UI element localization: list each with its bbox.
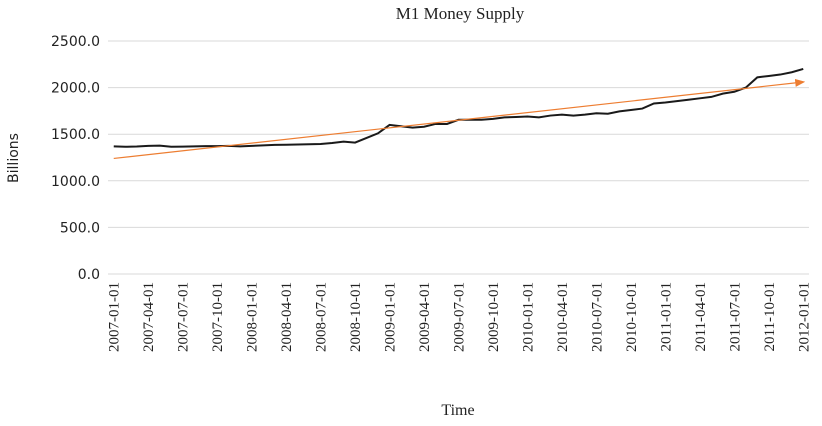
y-tick-label: 2000.0 [51,81,100,97]
x-tick-label: 2008-07-01 [314,282,330,352]
x-tick-label: 2008-04-01 [279,282,295,352]
y-tick-label: 0.0 [78,267,100,283]
data-line [113,67,804,148]
x-tick-label: 2010-04-01 [555,282,571,352]
x-tick-label: 2009-10-01 [486,282,502,352]
y-tick-label: 2500.0 [51,34,100,50]
y-axis-label: Billions [6,133,22,183]
x-tick-label: 2011-04-01 [693,282,709,351]
x-tick-label: 2012-01-01 [796,282,812,352]
x-tick-label: 2010-10-01 [624,282,640,352]
x-tick-label: 2007-04-01 [141,282,157,352]
x-axis-label: Time [441,402,474,419]
trend-arrow [113,78,806,160]
x-tick-label: 2011-01-01 [658,282,674,351]
chart-title: M1 Money Supply [396,4,525,23]
x-tick-label: 2010-01-01 [520,282,536,352]
y-tick-label: 500.0 [60,220,100,236]
x-tick-label: 2007-07-01 [176,282,192,352]
x-tick-label: 2007-10-01 [210,282,226,352]
x-tick-label: 2008-01-01 [245,282,261,352]
x-tick-label: 2008-10-01 [348,282,364,352]
x-tick-label: 2009-01-01 [383,282,399,352]
x-tick-label: 2007-01-01 [107,282,123,352]
y-tick-label: 1000.0 [51,174,100,190]
x-tick-label: 2010-07-01 [589,282,605,352]
x-tick-label: 2011-10-01 [762,282,778,351]
x-tick-label: 2009-04-01 [417,282,433,352]
y-tick-label: 1500.0 [51,127,100,143]
x-tick-label: 2009-07-01 [452,282,468,352]
x-tick-label: 2011-07-01 [727,282,743,351]
